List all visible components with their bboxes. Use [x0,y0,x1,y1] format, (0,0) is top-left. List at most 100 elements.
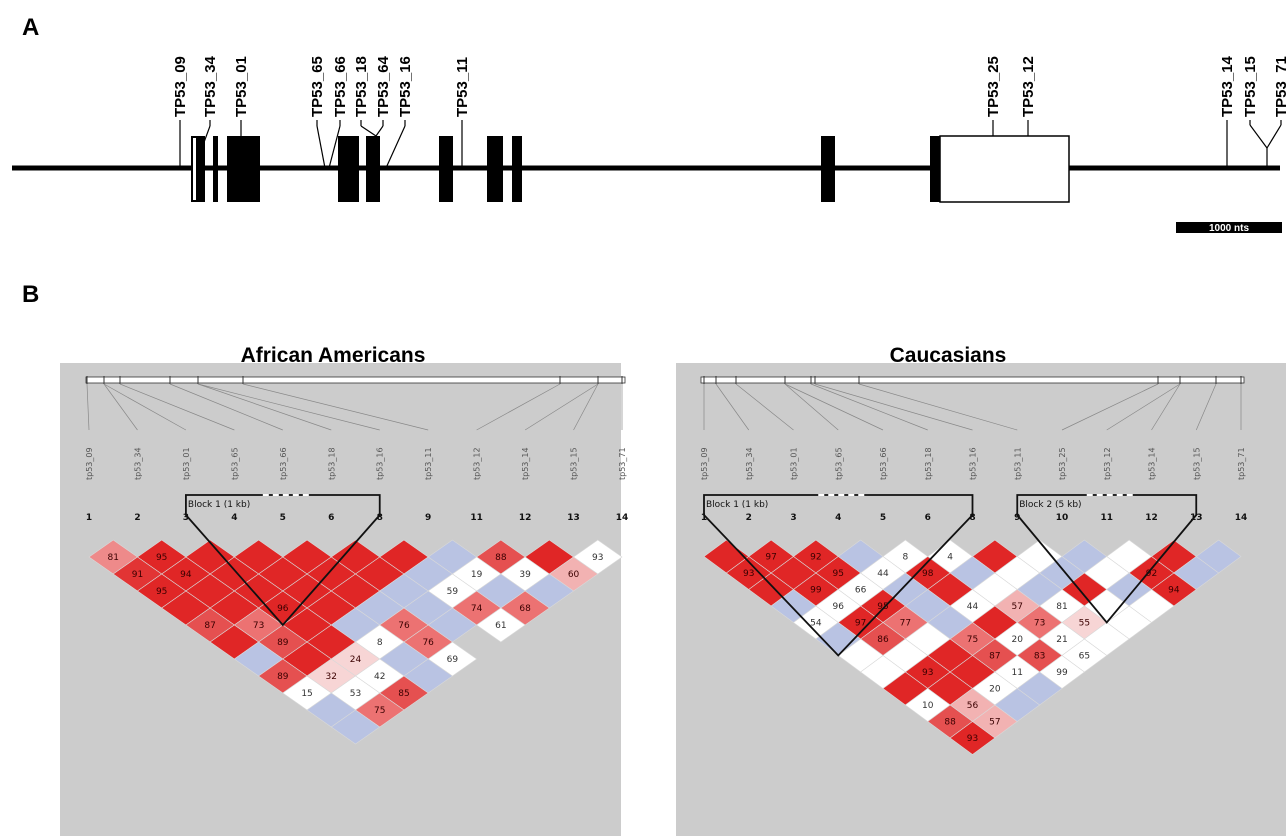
ld-cell-value: 57 [1012,602,1023,612]
snp-label: tp53_34 [745,447,754,480]
exon [366,136,380,202]
snp-label: tp53_01 [182,447,191,480]
snp-leader-line [784,383,839,431]
snp-leader-line [103,383,138,431]
ld-cell-value: 55 [1079,619,1090,629]
ld-cell-value: 65 [1079,652,1090,662]
ld-cell-value: 91 [132,570,143,580]
snp-label: TP53_14 [1219,55,1236,117]
ld-cell-value: 89 [277,638,289,648]
ld-cell-value: 56 [967,701,979,711]
ld-cell-value: 15 [301,689,312,699]
ld-cell-value: 92 [810,553,821,563]
ld-cell-value: 20 [989,685,1001,695]
snp-label: TP53_12 [1020,56,1037,117]
ld-cell-value: 88 [944,718,956,728]
ld-cell-value: 39 [519,570,531,580]
snp-label: tp53_11 [424,447,433,480]
ld-cell-value: 53 [350,689,361,699]
snp-leader-line [202,125,211,146]
snp-leader-line [375,125,384,137]
ld-block-label: Block 1 (1 kb) [706,500,768,510]
snp-leader-line [169,383,283,431]
exon [338,136,359,202]
snp-label: TP53_15 [1242,56,1259,117]
ld-cell-value: 77 [900,619,911,629]
snp-label: tp53_71 [1237,447,1246,480]
ld-plot-caucasians: Caucasians tp53_09 tp53_34 tp53_01 tp53_65 t… [676,344,1286,836]
snp-index: 3 [790,513,796,523]
exon [512,136,522,202]
gene-structure-diagram: TP53_09 TP53_34 TP53_01 TP53_65 TP53_66 TP53_… [12,55,1286,234]
ld-cell-value: 75 [967,635,978,645]
snp-index: 11 [1100,513,1113,523]
ld-cell-value: 99 [810,586,822,596]
snp-label: TP53_64 [375,55,392,117]
ld-cell-value: 76 [422,638,434,648]
population-title: African Americans [241,344,426,367]
ld-cell-value: 20 [1012,635,1024,645]
ld-cell-value: 54 [810,619,822,629]
ld-cell-value: 85 [398,689,409,699]
ld-cell-value: 59 [447,587,459,597]
snp-index: 13 [1190,513,1203,523]
ld-cell-value: 81 [108,553,119,563]
ld-cell-value: 74 [471,604,483,614]
snp-index: 1 [701,513,707,523]
ld-cell-value: 94 [1168,586,1180,596]
snp-leader-line [86,383,90,431]
snp-index: 5 [280,513,286,523]
snp-leader-line [328,125,341,169]
ld-plot-african-americans: African Americans tp53_09 tp53_34 tp53_01 t… [60,344,628,836]
snp-index: 9 [425,513,431,523]
ld-cell-value: 93 [967,734,978,744]
snp-index: 6 [925,513,931,523]
snp-label: tp53_01 [790,447,799,480]
ld-cell-value: 89 [277,672,289,682]
ld-cell-value: 68 [519,604,531,614]
ld-cell-value: 66 [855,586,867,596]
snp-label: tp53_25 [1058,447,1067,480]
ld-block-outline [703,494,974,657]
ld-cell-value: 88 [495,553,507,563]
snp-leader-line [735,383,794,431]
ld-block-outline [1016,494,1198,624]
ld-cell-value: 95 [156,587,167,597]
ld-cell-value: 87 [204,621,215,631]
ld-cell-value: 83 [1034,652,1045,662]
ld-cell-value: 4 [947,553,953,563]
population-title: Caucasians [890,344,1007,367]
exon [213,136,218,202]
snp-label: tp53_66 [279,447,288,480]
ld-cell-value: 61 [495,621,506,631]
ld-cell [330,709,381,745]
ld-block-outline [185,494,381,627]
ld-cell-value: 57 [989,718,1000,728]
ld-cell-value: 93 [592,553,603,563]
snp-index: 14 [1235,513,1248,523]
exon-utr-part [193,138,196,200]
snp-label: tp53_12 [473,447,482,480]
snp-index: 8 [969,513,975,523]
ld-cell-value: 97 [765,553,776,563]
snp-leader-line [103,383,187,431]
ld-cell-value: 73 [1034,619,1045,629]
snp-leader-line [242,383,429,431]
snp-label: tp53_71 [618,447,627,480]
snp-label: TP53_11 [454,57,471,117]
ld-cell-value: 93 [743,569,754,579]
snp-leader-line [1151,383,1181,431]
snp-label: tp53_15 [1192,447,1201,480]
exon-utr-box [939,135,1070,203]
snp-label: TP53_01 [233,56,250,117]
snp-index: 4 [835,513,841,523]
ld-block-label: Block 1 (1 kb) [188,500,250,510]
snp-label: TP53_16 [397,56,414,117]
snp-label: TP53_65 [309,56,326,117]
snp-index: 5 [880,513,886,523]
snp-index: 1 [86,513,92,523]
snp-leader-line [784,383,884,431]
snp-label: tp53_15 [570,447,579,480]
ld-cell-value: 94 [180,570,192,580]
snp-label: tp53_18 [924,447,933,480]
